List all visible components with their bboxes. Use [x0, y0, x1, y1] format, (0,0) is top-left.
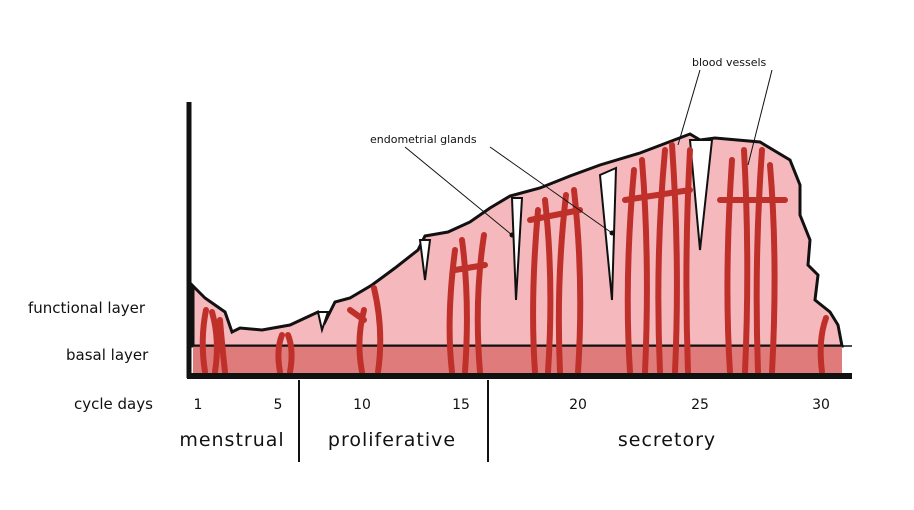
annotation: endometrial glands [370, 133, 477, 146]
day-label: 1 [194, 397, 203, 413]
day-label: 15 [452, 397, 470, 413]
pointer-dot [609, 230, 615, 236]
day-label: 25 [691, 397, 709, 413]
phase-label: menstrual [179, 429, 284, 451]
cycle-days-label: cycle days [74, 395, 153, 413]
basal-layer-label: basal layer [66, 346, 149, 364]
annotation: blood vessels [692, 56, 767, 69]
day-label: 20 [569, 397, 587, 413]
basal-layer [193, 346, 842, 374]
day-label: 5 [274, 397, 283, 413]
gland-clefts [316, 139, 714, 334]
leader-lines [404, 69, 773, 236]
day-label: 30 [812, 397, 830, 413]
functional-layer-label: functional layer [28, 299, 146, 317]
phase-label: secretory [618, 429, 716, 451]
phase-label: proliferative [328, 429, 456, 451]
glands [199, 142, 829, 375]
pointer-dot [509, 232, 515, 238]
day-label: 10 [353, 397, 371, 413]
